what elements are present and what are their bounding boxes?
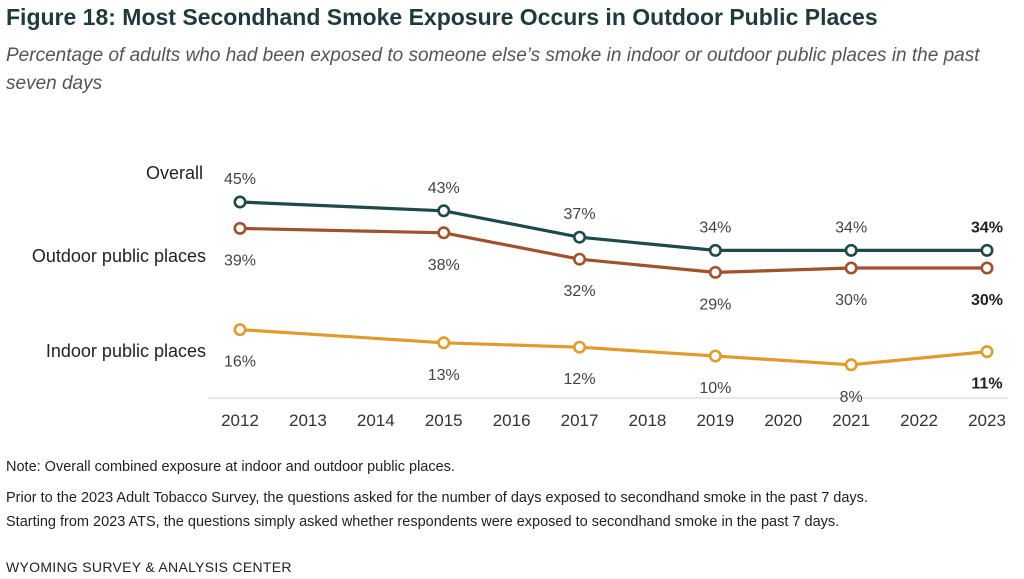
data-label: 13% [428, 367, 460, 384]
data-point [708, 349, 722, 363]
data-point [573, 340, 587, 354]
data-point [573, 252, 587, 266]
data-label: 39% [224, 252, 256, 269]
x-tick-label: 2013 [289, 411, 327, 430]
data-point [437, 336, 451, 350]
data-label: 10% [699, 380, 731, 397]
chart-title: Figure 18: Most Secondhand Smoke Exposur… [6, 4, 878, 30]
series-name-label: Outdoor public places [32, 246, 206, 266]
x-tick-label: 2012 [221, 411, 259, 430]
data-point [980, 261, 994, 275]
data-point [437, 226, 451, 240]
note-overall: Note: Overall combined exposure at indoo… [6, 459, 455, 475]
x-tick-label: 2023 [968, 411, 1006, 430]
note-methodology-2023: Starting from 2023 ATS, the questions si… [6, 514, 840, 530]
data-label: 37% [564, 206, 596, 223]
x-tick-label: 2022 [900, 411, 938, 430]
data-label: 43% [428, 180, 460, 197]
x-tick-label: 2017 [561, 411, 599, 430]
x-axis-ticks: 2012 2013 2014 2015 2016 2017 2018 2019 2020 2021… [221, 411, 1006, 430]
data-label: 45% [224, 171, 256, 188]
series-layer: 45% 43% 37% 34% 34% 34% Overall 39% 38% 32% 29% 30%… [32, 163, 1003, 406]
x-tick-label: 2019 [696, 411, 734, 430]
data-label: 38% [428, 257, 460, 274]
x-tick-label: 2018 [629, 411, 667, 430]
data-point [844, 261, 858, 275]
x-tick-label: 2015 [425, 411, 463, 430]
series-overall: 45% 43% 37% 34% 34% 34% Overall [146, 163, 1003, 257]
note-methodology: Prior to the 2023 Adult Tobacco Survey, … [6, 490, 868, 506]
data-point [980, 345, 994, 359]
x-tick-label: 2021 [832, 411, 870, 430]
series-name-label: Overall [146, 163, 203, 183]
series-line-outdoor-public-places [238, 226, 989, 274]
data-point [437, 204, 451, 218]
chart-subtitle: Percentage of adults who had been expose… [6, 45, 980, 94]
data-point [233, 323, 247, 337]
data-point [980, 243, 994, 257]
series-name-label: Indoor public places [46, 341, 206, 361]
data-label: 30% [835, 292, 867, 309]
line-chart: 45% 43% 37% 34% 34% 34% Overall 39% 38% 32% 29% 30%… [32, 163, 1008, 430]
data-label: 34% [699, 219, 731, 236]
data-label: 30% [971, 292, 1003, 309]
data-label: 32% [564, 283, 596, 300]
data-point [708, 265, 722, 279]
x-tick-label: 2016 [493, 411, 531, 430]
data-label: 34% [835, 219, 867, 236]
data-point [844, 243, 858, 257]
series-outdoor-public-places: 39% 38% 32% 29% 30% 30% Outdoor public places [32, 221, 1003, 313]
data-point [844, 358, 858, 372]
x-tick-label: 2020 [764, 411, 802, 430]
data-label: 29% [699, 296, 731, 313]
x-tick-label: 2014 [357, 411, 395, 430]
data-label: 12% [564, 371, 596, 388]
data-point [233, 195, 247, 209]
series-line-overall [238, 200, 989, 252]
footer-organization: WYOMING SURVEY & ANALYSIS CENTER [6, 559, 292, 575]
data-point [573, 230, 587, 244]
data-label: 34% [971, 219, 1003, 236]
data-label: 11% [971, 376, 1002, 393]
data-point [233, 221, 247, 235]
data-label: 8% [840, 389, 863, 406]
data-label: 16% [224, 354, 256, 371]
series-indoor-public-places: 16% 13% 12% 10% 8% 11% Indoor public places [46, 323, 1003, 406]
data-point [708, 243, 722, 257]
series-line-indoor-public-places [238, 328, 989, 367]
